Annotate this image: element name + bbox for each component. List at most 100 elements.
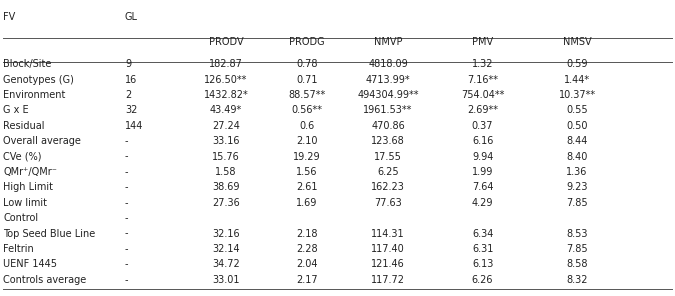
Text: 1.69: 1.69 xyxy=(296,198,318,208)
Text: 162.23: 162.23 xyxy=(371,182,405,192)
Text: 754.04**: 754.04** xyxy=(461,90,504,100)
Text: 9: 9 xyxy=(125,59,131,69)
Text: QMr⁺/QMr⁻: QMr⁺/QMr⁻ xyxy=(3,167,57,177)
Text: PRODV: PRODV xyxy=(209,37,244,47)
Text: 8.53: 8.53 xyxy=(566,229,588,239)
Text: NMSV: NMSV xyxy=(563,37,591,47)
Text: 1.36: 1.36 xyxy=(566,167,588,177)
Text: 1961.53**: 1961.53** xyxy=(363,105,413,115)
Text: 1.99: 1.99 xyxy=(472,167,493,177)
Text: PMV: PMV xyxy=(472,37,493,47)
Text: 2.69**: 2.69** xyxy=(467,105,498,115)
Text: Top Seed Blue Line: Top Seed Blue Line xyxy=(3,229,96,239)
Text: Control: Control xyxy=(3,213,38,223)
Text: 2.17: 2.17 xyxy=(296,275,318,285)
Text: 6.34: 6.34 xyxy=(472,229,493,239)
Text: Residual: Residual xyxy=(3,121,45,131)
Text: -: - xyxy=(125,198,128,208)
Text: Low limit: Low limit xyxy=(3,198,47,208)
Text: 144: 144 xyxy=(125,121,143,131)
Text: 126.50**: 126.50** xyxy=(205,75,248,85)
Text: 19.29: 19.29 xyxy=(294,152,321,162)
Text: FV: FV xyxy=(3,12,16,22)
Text: 32.14: 32.14 xyxy=(213,244,240,254)
Text: 16: 16 xyxy=(125,75,137,85)
Text: 0.78: 0.78 xyxy=(296,59,318,69)
Text: 4818.09: 4818.09 xyxy=(369,59,408,69)
Text: 33.01: 33.01 xyxy=(213,275,240,285)
Text: 8.32: 8.32 xyxy=(566,275,588,285)
Text: 0.55: 0.55 xyxy=(566,105,588,115)
Text: 1.56: 1.56 xyxy=(296,167,318,177)
Text: 2.28: 2.28 xyxy=(296,244,318,254)
Text: 77.63: 77.63 xyxy=(374,198,402,208)
Text: 8.40: 8.40 xyxy=(566,152,588,162)
Text: -: - xyxy=(125,213,128,223)
Text: 7.85: 7.85 xyxy=(566,198,588,208)
Text: 182.87: 182.87 xyxy=(209,59,243,69)
Text: Environment: Environment xyxy=(3,90,65,100)
Text: -: - xyxy=(125,259,128,269)
Text: 4.29: 4.29 xyxy=(472,198,493,208)
Text: 32: 32 xyxy=(125,105,137,115)
Text: 114.31: 114.31 xyxy=(371,229,405,239)
Text: -: - xyxy=(125,182,128,192)
Text: UENF 1445: UENF 1445 xyxy=(3,259,57,269)
Text: 117.72: 117.72 xyxy=(371,275,405,285)
Text: 494304.99**: 494304.99** xyxy=(357,90,419,100)
Text: 33.16: 33.16 xyxy=(213,136,240,146)
Text: Controls average: Controls average xyxy=(3,275,86,285)
Text: 0.50: 0.50 xyxy=(566,121,588,131)
Text: -: - xyxy=(125,229,128,239)
Text: 470.86: 470.86 xyxy=(371,121,405,131)
Text: 15.76: 15.76 xyxy=(212,152,240,162)
Text: -: - xyxy=(125,167,128,177)
Text: 0.6: 0.6 xyxy=(300,121,315,131)
Text: 9.94: 9.94 xyxy=(472,152,493,162)
Text: 38.69: 38.69 xyxy=(213,182,240,192)
Text: 4713.99*: 4713.99* xyxy=(366,75,410,85)
Text: CVe (%): CVe (%) xyxy=(3,152,42,162)
Text: 6.13: 6.13 xyxy=(472,259,493,269)
Text: 8.44: 8.44 xyxy=(566,136,588,146)
Text: 1.58: 1.58 xyxy=(215,167,237,177)
Text: Feltrin: Feltrin xyxy=(3,244,34,254)
Text: 1.44*: 1.44* xyxy=(564,75,590,85)
Text: G x E: G x E xyxy=(3,105,29,115)
Text: 27.36: 27.36 xyxy=(212,198,240,208)
Text: NMVP: NMVP xyxy=(374,37,402,47)
Text: PRODG: PRODG xyxy=(290,37,325,47)
Text: 0.59: 0.59 xyxy=(566,59,588,69)
Text: -: - xyxy=(125,152,128,162)
Text: 0.56**: 0.56** xyxy=(292,105,323,115)
Text: 8.58: 8.58 xyxy=(566,259,588,269)
Text: 1.32: 1.32 xyxy=(472,59,493,69)
Text: 0.71: 0.71 xyxy=(296,75,318,85)
Text: 6.25: 6.25 xyxy=(377,167,399,177)
Text: Genotypes (G): Genotypes (G) xyxy=(3,75,74,85)
Text: -: - xyxy=(125,136,128,146)
Text: 7.16**: 7.16** xyxy=(467,75,498,85)
Text: 10.37**: 10.37** xyxy=(559,90,595,100)
Text: 7.64: 7.64 xyxy=(472,182,493,192)
Text: 17.55: 17.55 xyxy=(374,152,402,162)
Text: 123.68: 123.68 xyxy=(371,136,405,146)
Text: 27.24: 27.24 xyxy=(212,121,240,131)
Text: 121.46: 121.46 xyxy=(371,259,405,269)
Text: 2.04: 2.04 xyxy=(296,259,318,269)
Text: 0.37: 0.37 xyxy=(472,121,493,131)
Text: 2.10: 2.10 xyxy=(296,136,318,146)
Text: Block/Site: Block/Site xyxy=(3,59,52,69)
Text: 6.26: 6.26 xyxy=(472,275,493,285)
Text: 1432.82*: 1432.82* xyxy=(204,90,248,100)
Text: 88.57**: 88.57** xyxy=(288,90,326,100)
Text: -: - xyxy=(125,244,128,254)
Text: 7.85: 7.85 xyxy=(566,244,588,254)
Text: 2.18: 2.18 xyxy=(296,229,318,239)
Text: 6.31: 6.31 xyxy=(472,244,493,254)
Text: 43.49*: 43.49* xyxy=(210,105,242,115)
Text: 2: 2 xyxy=(125,90,131,100)
Text: 9.23: 9.23 xyxy=(566,182,588,192)
Text: GL: GL xyxy=(125,12,138,22)
Text: 34.72: 34.72 xyxy=(212,259,240,269)
